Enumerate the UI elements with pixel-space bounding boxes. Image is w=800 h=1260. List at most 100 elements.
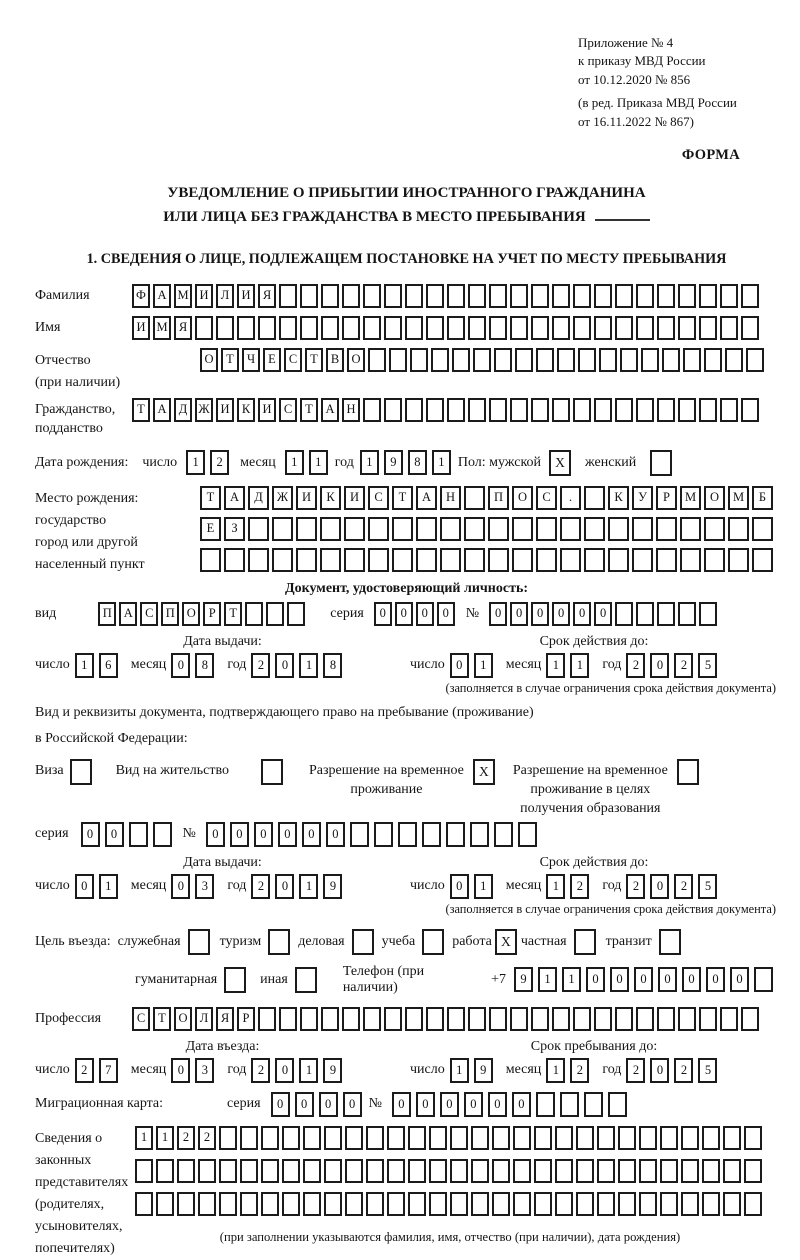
char-cell[interactable] xyxy=(368,347,386,372)
char-cell[interactable]: 0 xyxy=(342,1091,362,1117)
char-cell[interactable]: 1 xyxy=(538,967,557,993)
char-cell[interactable] xyxy=(531,1006,549,1031)
char-cell[interactable] xyxy=(741,283,759,308)
char-cell[interactable] xyxy=(557,347,575,372)
char-cell[interactable]: 1 xyxy=(299,1057,319,1083)
char-cell[interactable] xyxy=(494,347,512,372)
char-cell[interactable] xyxy=(321,283,339,308)
char-cell[interactable] xyxy=(363,397,381,422)
char-cell[interactable] xyxy=(384,397,402,422)
char-cell[interactable]: 0 xyxy=(275,873,295,899)
char-cell[interactable]: 9 xyxy=(323,1057,343,1083)
char-cell[interactable]: 1 xyxy=(156,1125,174,1150)
char-cell[interactable] xyxy=(468,397,486,422)
char-cell[interactable] xyxy=(618,1191,636,1216)
char-cell[interactable]: И xyxy=(258,397,276,422)
char-cell[interactable] xyxy=(584,485,605,510)
char-cell[interactable] xyxy=(741,315,759,340)
gender-female-checkbox[interactable] xyxy=(650,449,673,476)
char-cell[interactable] xyxy=(552,1006,570,1031)
char-cell[interactable]: 0 xyxy=(171,1057,191,1083)
char-cell[interactable] xyxy=(237,315,255,340)
char-cell[interactable]: 1 xyxy=(570,652,590,678)
char-cell[interactable]: Я xyxy=(174,315,192,340)
char-cell[interactable] xyxy=(702,1125,720,1150)
char-cell[interactable] xyxy=(531,283,549,308)
char-cell[interactable] xyxy=(723,1191,741,1216)
char-cell[interactable] xyxy=(258,315,276,340)
char-cell[interactable] xyxy=(639,1191,657,1216)
char-cell[interactable] xyxy=(429,1125,447,1150)
char-cell[interactable] xyxy=(344,516,365,541)
char-cell[interactable]: И xyxy=(237,283,255,308)
char-cell[interactable] xyxy=(560,516,581,541)
char-cell[interactable] xyxy=(342,1006,360,1031)
char-cell[interactable] xyxy=(489,315,507,340)
char-cell[interactable] xyxy=(300,283,318,308)
char-cell[interactable]: 0 xyxy=(594,601,613,626)
char-cell[interactable] xyxy=(657,315,675,340)
char-cell[interactable]: А xyxy=(119,601,138,626)
char-cell[interactable] xyxy=(704,547,725,572)
char-cell[interactable] xyxy=(324,1125,342,1150)
char-cell[interactable] xyxy=(576,1125,594,1150)
char-cell[interactable] xyxy=(510,315,528,340)
char-cell[interactable] xyxy=(680,516,701,541)
char-cell[interactable] xyxy=(741,397,759,422)
char-cell[interactable]: О xyxy=(347,347,365,372)
char-cell[interactable] xyxy=(440,547,461,572)
char-cell[interactable] xyxy=(660,1191,678,1216)
char-cell[interactable] xyxy=(452,347,470,372)
char-cell[interactable] xyxy=(534,1125,552,1150)
char-cell[interactable] xyxy=(723,1125,741,1150)
char-cell[interactable]: 1 xyxy=(473,652,493,678)
char-cell[interactable]: 0 xyxy=(294,1091,314,1117)
char-cell[interactable] xyxy=(300,1006,318,1031)
char-cell[interactable] xyxy=(177,1191,195,1216)
char-cell[interactable]: П xyxy=(98,601,117,626)
char-cell[interactable] xyxy=(560,547,581,572)
char-cell[interactable] xyxy=(510,1006,528,1031)
char-cell[interactable] xyxy=(741,1006,759,1031)
char-cell[interactable] xyxy=(152,821,172,847)
char-cell[interactable]: 0 xyxy=(74,873,94,899)
char-cell[interactable]: У xyxy=(632,485,653,510)
char-cell[interactable] xyxy=(720,283,738,308)
char-cell[interactable] xyxy=(754,967,773,993)
char-cell[interactable] xyxy=(510,397,528,422)
char-cell[interactable]: 2 xyxy=(210,450,230,476)
visa-checkbox[interactable] xyxy=(69,758,92,785)
char-cell[interactable] xyxy=(699,397,717,422)
char-cell[interactable]: И xyxy=(132,315,150,340)
purpose-transit-checkbox[interactable] xyxy=(658,928,681,955)
char-cell[interactable] xyxy=(578,347,596,372)
char-cell[interactable] xyxy=(320,547,341,572)
char-cell[interactable] xyxy=(408,1125,426,1150)
char-cell[interactable] xyxy=(534,1191,552,1216)
char-cell[interactable]: 0 xyxy=(415,601,434,626)
char-cell[interactable]: 0 xyxy=(373,601,392,626)
char-cell[interactable] xyxy=(261,1191,279,1216)
char-cell[interactable] xyxy=(397,821,417,847)
char-cell[interactable] xyxy=(513,1191,531,1216)
char-cell[interactable] xyxy=(198,1191,216,1216)
char-cell[interactable]: 1 xyxy=(186,450,206,476)
char-cell[interactable] xyxy=(216,315,234,340)
char-cell[interactable] xyxy=(405,283,423,308)
char-cell[interactable]: 1 xyxy=(431,450,451,476)
char-cell[interactable]: К xyxy=(608,485,629,510)
char-cell[interactable] xyxy=(615,315,633,340)
char-cell[interactable] xyxy=(656,516,677,541)
char-cell[interactable]: Я xyxy=(258,283,276,308)
char-cell[interactable] xyxy=(219,1191,237,1216)
char-cell[interactable] xyxy=(416,516,437,541)
char-cell[interactable]: Н xyxy=(342,397,360,422)
char-cell[interactable] xyxy=(349,821,369,847)
char-cell[interactable]: 2 xyxy=(251,1057,271,1083)
char-cell[interactable] xyxy=(615,283,633,308)
purpose-business-checkbox[interactable] xyxy=(351,928,374,955)
purpose-private-checkbox[interactable] xyxy=(573,928,596,955)
char-cell[interactable] xyxy=(489,283,507,308)
char-cell[interactable] xyxy=(573,1006,591,1031)
char-cell[interactable] xyxy=(744,1125,762,1150)
